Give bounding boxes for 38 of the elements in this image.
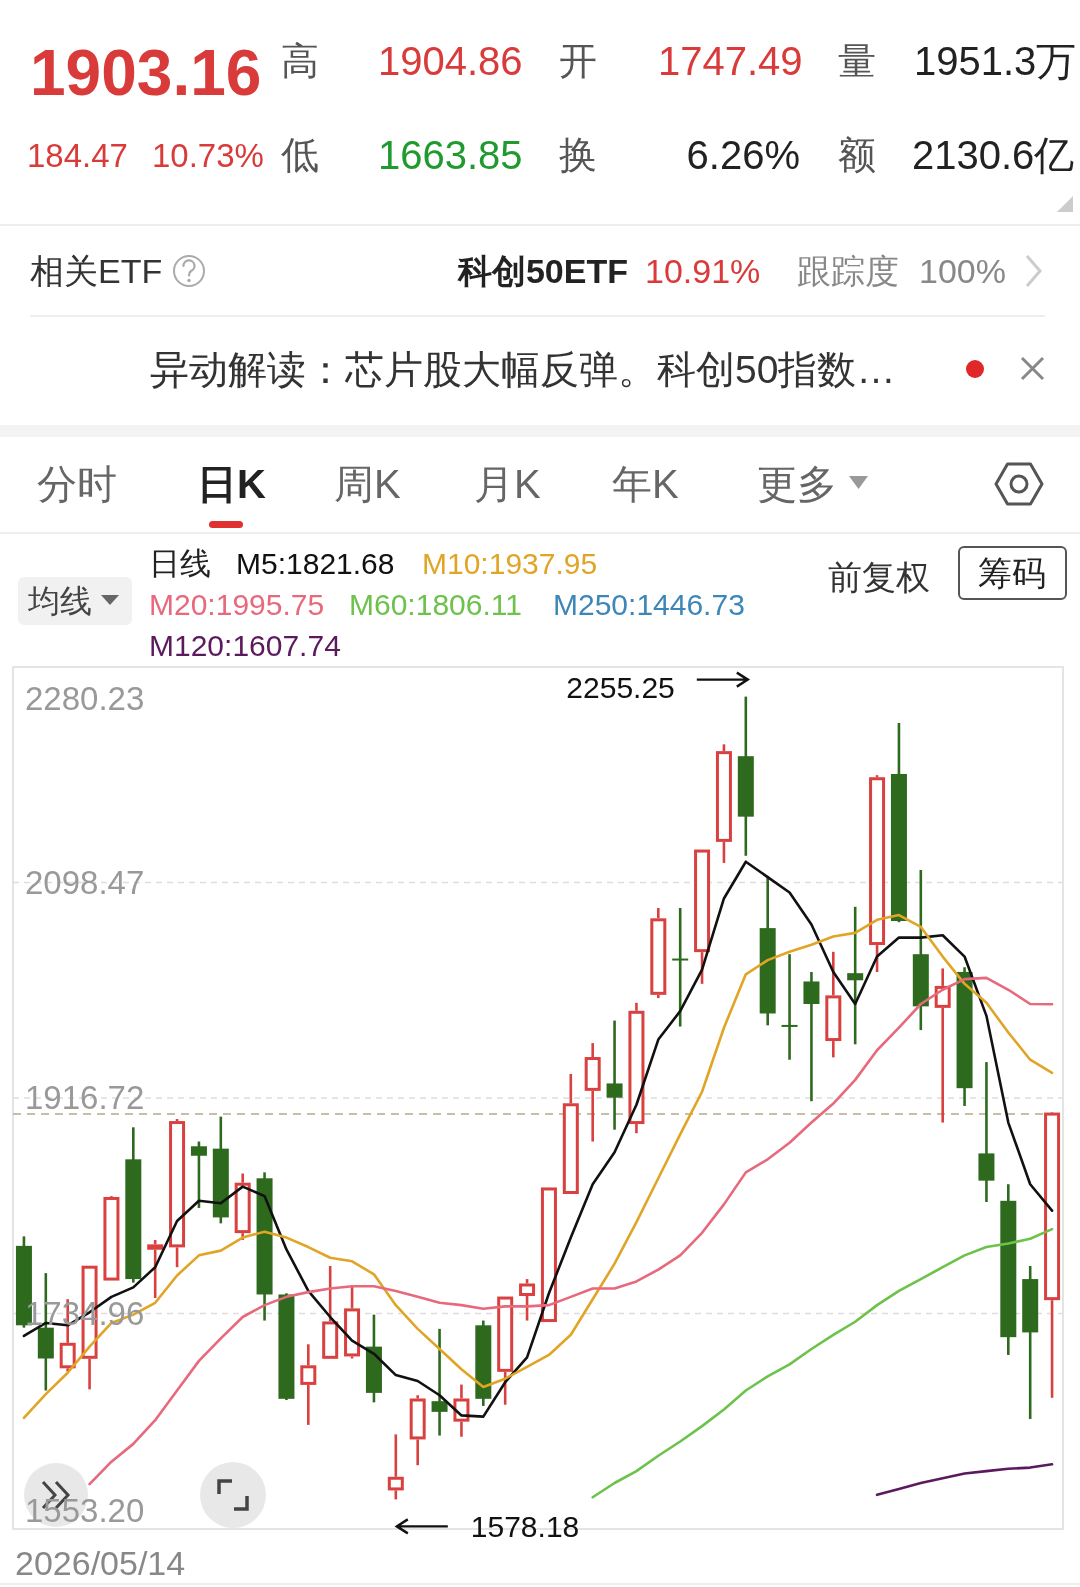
text: 分时 (37, 462, 117, 506)
text: 2026/05/14 (15, 1544, 186, 1582)
text: 1663.85 (378, 133, 523, 177)
text: 1747.49 (658, 39, 803, 83)
text: 日K (197, 462, 266, 506)
text: 异动解读：芯片股大幅反弹。科创50指数… (150, 347, 896, 391)
text: 10.91% (645, 252, 761, 290)
text: 100% (919, 252, 1006, 290)
text: 184.47 (27, 136, 128, 174)
text: 6.26% (686, 133, 800, 177)
text: 10.73% (152, 136, 264, 174)
text: 1951.3万 (914, 39, 1077, 83)
annotation: 1578.18 (470, 1509, 580, 1543)
y-tick-label: 2280.23 (25, 679, 145, 717)
text: 换 (559, 134, 597, 176)
legend: 日线 M5:1821.68 M10:1937.95 M20:1995.75 M60:1806.11 M250:1446.73 M120:1607.74 (149, 545, 745, 662)
y-tick-label: 2098.47 (25, 864, 145, 901)
text: 前复权 (828, 558, 930, 596)
text: 量 (838, 40, 876, 82)
text: 筹码 (978, 554, 1046, 592)
text: 高 (281, 40, 319, 82)
text: 相关ETF (30, 252, 163, 290)
text: 年K (612, 462, 679, 506)
text: 2130.6亿 (912, 133, 1075, 177)
text: 周K (334, 462, 401, 506)
y-tick-label: 1553.20 (25, 1491, 145, 1529)
text: 1904.86 (378, 39, 523, 83)
text: 低 (281, 134, 319, 176)
text: 额 (838, 134, 876, 176)
text: 月K (474, 462, 541, 506)
y-tick-label: 1916.72 (25, 1079, 145, 1117)
text: 更多 (757, 462, 837, 506)
text: 开 (559, 40, 597, 82)
text: 科创50ETF (456, 252, 628, 290)
text: 1903.16 (30, 37, 262, 109)
annotation: 2255.25 (566, 671, 675, 705)
text: 跟踪度 (797, 252, 899, 290)
text: 均线 (27, 583, 92, 619)
